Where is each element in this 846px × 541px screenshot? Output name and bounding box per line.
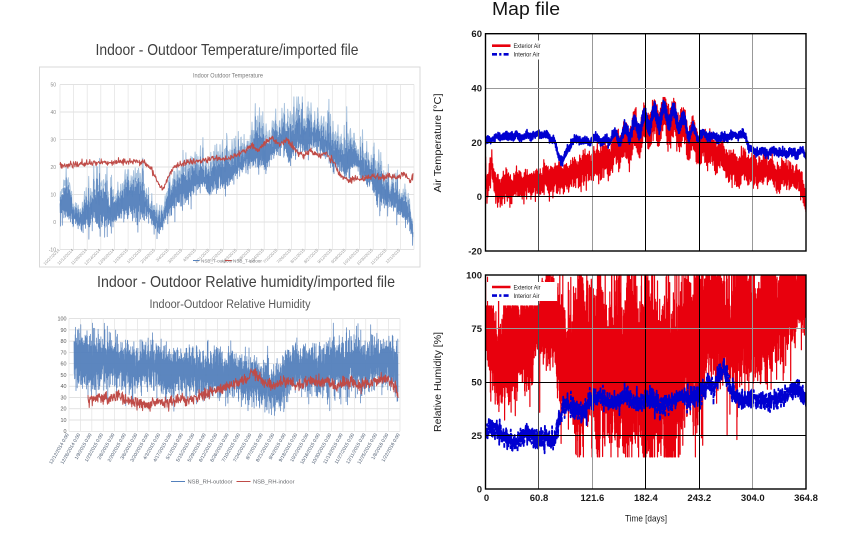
svg-text:NSB_RH-indoor: NSB_RH-indoor (253, 480, 295, 486)
svg-text:Interior Air: Interior Air (514, 52, 540, 59)
svg-text:Time [days]: Time [days] (625, 514, 667, 525)
svg-text:Relative Humidity [%]: Relative Humidity [%] (432, 332, 444, 432)
svg-text:0: 0 (477, 484, 482, 495)
svg-text:Interior Air: Interior Air (514, 293, 540, 300)
svg-text:Indoor - Outdoor Relative humi: Indoor - Outdoor Relative humidity/impor… (97, 274, 395, 291)
svg-text:60: 60 (61, 362, 67, 368)
svg-text:10: 10 (50, 192, 56, 198)
svg-text:364.8: 364.8 (794, 493, 818, 504)
svg-text:60: 60 (471, 29, 482, 40)
svg-text:30: 30 (50, 137, 56, 143)
svg-text:30: 30 (61, 395, 67, 401)
svg-text:0: 0 (64, 429, 67, 435)
svg-text:NSB_T-outdoor: NSB_T-outdoor (201, 258, 233, 263)
svg-text:50: 50 (471, 377, 482, 388)
svg-text:Exterior Air: Exterior Air (514, 284, 541, 291)
svg-text:Map file: Map file (492, 0, 560, 19)
svg-text:20: 20 (61, 407, 67, 413)
svg-text:40: 40 (61, 384, 67, 390)
svg-text:40: 40 (471, 84, 482, 95)
svg-text:70: 70 (61, 350, 67, 356)
svg-text:0: 0 (53, 220, 56, 226)
svg-text:75: 75 (471, 324, 482, 335)
svg-text:20: 20 (471, 138, 482, 149)
svg-text:100: 100 (466, 271, 482, 282)
svg-text:0: 0 (477, 192, 482, 203)
svg-text:Indoor - Outdoor Temperature/i: Indoor - Outdoor Temperature/imported fi… (96, 42, 359, 59)
svg-text:80: 80 (61, 339, 67, 345)
svg-text:121.6: 121.6 (581, 493, 605, 504)
svg-text:25: 25 (471, 431, 482, 442)
svg-text:NSB_RH-outdoor: NSB_RH-outdoor (188, 480, 233, 486)
svg-text:20: 20 (50, 165, 56, 171)
svg-text:Air Temperature [°C]: Air Temperature [°C] (432, 93, 444, 192)
svg-text:100: 100 (58, 317, 67, 323)
svg-text:Indoor-Outdoor Relative Humidi: Indoor-Outdoor Relative Humidity (150, 297, 312, 311)
svg-text:50: 50 (61, 373, 67, 379)
svg-text:50: 50 (50, 82, 56, 88)
svg-text:182.4: 182.4 (634, 493, 658, 504)
svg-text:0: 0 (484, 493, 489, 504)
svg-text:60.8: 60.8 (530, 493, 549, 504)
svg-text:Indoor Outdoor Temperature: Indoor Outdoor Temperature (193, 73, 263, 80)
svg-text:40: 40 (50, 110, 56, 116)
svg-text:304.0: 304.0 (741, 493, 765, 504)
svg-text:Exterior Air: Exterior Air (514, 43, 541, 50)
svg-text:243.2: 243.2 (687, 493, 711, 504)
svg-text:90: 90 (61, 328, 67, 334)
svg-text:10: 10 (61, 418, 67, 424)
svg-text:NSB_T-indoor: NSB_T-indoor (233, 258, 262, 263)
svg-text:-20: -20 (468, 246, 482, 257)
svg-text:-10: -10 (49, 247, 56, 253)
